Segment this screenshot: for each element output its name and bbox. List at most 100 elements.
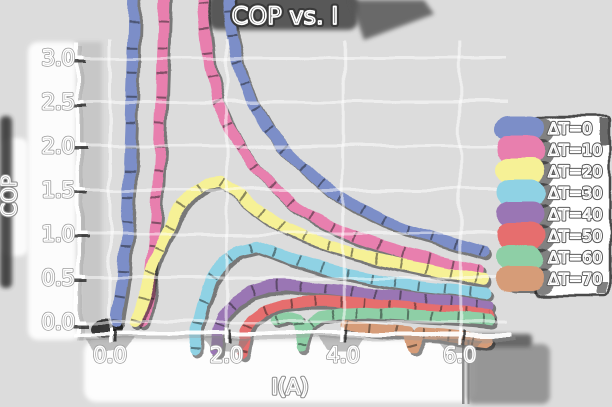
svg-text:3.0: 3.0 [42, 46, 75, 70]
svg-text:I(A): I(A) [272, 375, 309, 399]
y-tick [64, 276, 86, 280]
title-shadow-blob [208, 0, 358, 30]
y-tick-ink [71, 191, 88, 195]
svg-text:0.0: 0.0 [93, 343, 126, 367]
svg-text:4.0: 4.0 [326, 343, 359, 367]
svg-text:ΔT=0: ΔT=0 [548, 119, 592, 138]
svg-text:2.0: 2.0 [210, 343, 243, 367]
x-tick [341, 328, 345, 343]
y-tick-ink [71, 147, 88, 151]
svg-text:ΔT=10: ΔT=10 [548, 141, 602, 160]
curve-dt-3 [190, 239, 495, 359]
legend-swatch [496, 179, 544, 206]
legend-label: ΔT=0ΔT=0 [546, 117, 594, 139]
svg-text:COP: COP [0, 175, 21, 217]
svg-text:ΔT=30: ΔT=30 [548, 184, 602, 203]
x-tick-ink [462, 330, 465, 343]
y-tick-ink [71, 279, 88, 283]
curve-hatch-marks [345, 319, 490, 364]
legend-ink-mark [600, 119, 609, 145]
svg-text:I(A): I(A) [272, 375, 309, 399]
y-tick-ink [71, 323, 88, 327]
svg-text:ΔT=60: ΔT=60 [548, 248, 602, 267]
legend-swatch [496, 244, 544, 270]
xtick-label-band [84, 340, 476, 402]
ylabel-ink-bar [0, 116, 12, 288]
svg-text:2.0: 2.0 [42, 134, 75, 158]
svg-text:0.0: 0.0 [42, 310, 75, 334]
gridlines [78, 40, 508, 334]
svg-text:3.0: 3.0 [42, 46, 75, 70]
legend-swatch [496, 136, 544, 163]
legend-item: ΔT=0ΔT=0 [496, 115, 594, 143]
x-tick [108, 328, 112, 343]
y-tick-label: 1.01.0 [40, 221, 76, 248]
svg-text:1.5: 1.5 [42, 178, 75, 202]
svg-text:ΔT=40: ΔT=40 [548, 205, 602, 224]
svg-text:2.0: 2.0 [42, 134, 75, 158]
x-axis-label: I(A)I(A) [270, 373, 310, 401]
y-tick-ink [71, 235, 88, 239]
svg-text:ΔT=10: ΔT=10 [548, 141, 602, 160]
legend-swatch [496, 158, 544, 184]
svg-text:2.5: 2.5 [42, 90, 75, 114]
legend: ΔT=0ΔT=0ΔT=10ΔT=10ΔT=20ΔT=20ΔT=30ΔT=30ΔT… [496, 115, 612, 297]
xtick-shadow [435, 338, 484, 351]
svg-text:6.0: 6.0 [443, 343, 476, 367]
y-tick-label: 3.03.0 [40, 45, 76, 72]
curve-line [190, 239, 492, 356]
svg-text:ΔT=20: ΔT=20 [548, 162, 602, 181]
svg-text:ΔT=60: ΔT=60 [548, 248, 602, 267]
y-tick-ink [71, 103, 88, 107]
y-tick [64, 56, 86, 60]
x-tick-label: 6.06.0 [442, 342, 478, 369]
y-tick [64, 320, 86, 324]
y-tick-label: 0.50.5 [40, 265, 76, 292]
svg-text:1.5: 1.5 [42, 178, 75, 202]
svg-text:ΔT=40: ΔT=40 [548, 205, 602, 224]
x-tick-ink [229, 330, 232, 343]
svg-text:COP: COP [0, 175, 21, 217]
y-tick-label: 1.51.5 [40, 177, 76, 204]
x-tick [225, 328, 229, 343]
svg-text:COP vs. I: COP vs. I [232, 2, 339, 30]
x-tick-label: 4.04.0 [325, 342, 361, 369]
y-tick [64, 232, 86, 236]
svg-text:1.0: 1.0 [42, 222, 75, 246]
curve-line [129, 175, 489, 328]
svg-text:ΔT=20: ΔT=20 [548, 162, 602, 181]
curve-dt-2 [129, 175, 492, 331]
legend-swatch [496, 115, 544, 141]
legend-ink-mark [599, 282, 608, 293]
y-tick-label: 0.00.0 [40, 309, 76, 336]
xtick-shadow [319, 338, 368, 351]
legend-swatch [496, 201, 544, 227]
legend-swatch [496, 265, 544, 292]
svg-text:0.0: 0.0 [42, 310, 75, 334]
xtick-shadow [202, 338, 251, 351]
svg-text:0.5: 0.5 [42, 266, 75, 290]
xtick-shadow [86, 338, 134, 351]
y-tick [64, 188, 86, 192]
gridline-shadow-dash [467, 340, 470, 404]
svg-text:1.0: 1.0 [42, 222, 75, 246]
svg-text:0.0: 0.0 [93, 343, 126, 367]
x-tick-ink [345, 330, 349, 343]
svg-text:ΔT=30: ΔT=30 [548, 184, 602, 203]
y-tick-label: 2.02.0 [40, 133, 76, 160]
curve-line [110, 0, 489, 328]
x-tick-label: 0.00.0 [92, 342, 128, 369]
svg-text:COP vs. I: COP vs. I [232, 2, 339, 30]
svg-text:6.0: 6.0 [443, 343, 476, 367]
curve-line [270, 306, 495, 354]
